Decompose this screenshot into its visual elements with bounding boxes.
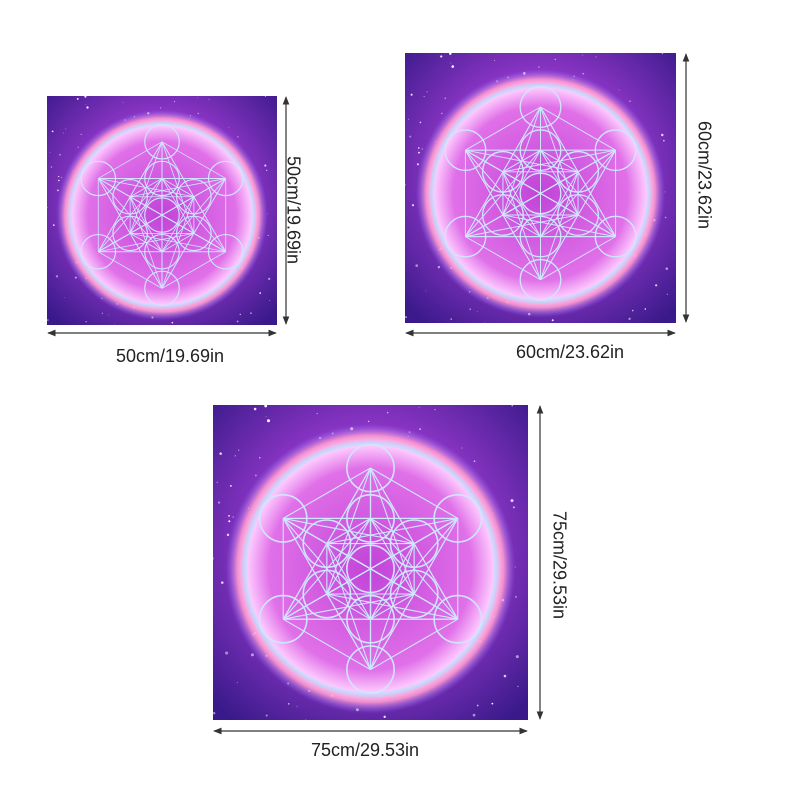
height-label: 50cm/19.69in xyxy=(283,156,303,264)
width-label: 60cm/23.62in xyxy=(516,342,624,362)
tapestry-small xyxy=(47,96,277,325)
width-label: 75cm/29.53in xyxy=(311,740,419,760)
width-label: 50cm/19.69in xyxy=(116,346,224,366)
tapestry-large xyxy=(212,405,528,720)
tapestry-medium xyxy=(404,53,676,323)
height-label: 60cm/23.62in xyxy=(694,121,714,229)
height-label: 75cm/29.53in xyxy=(549,511,569,619)
